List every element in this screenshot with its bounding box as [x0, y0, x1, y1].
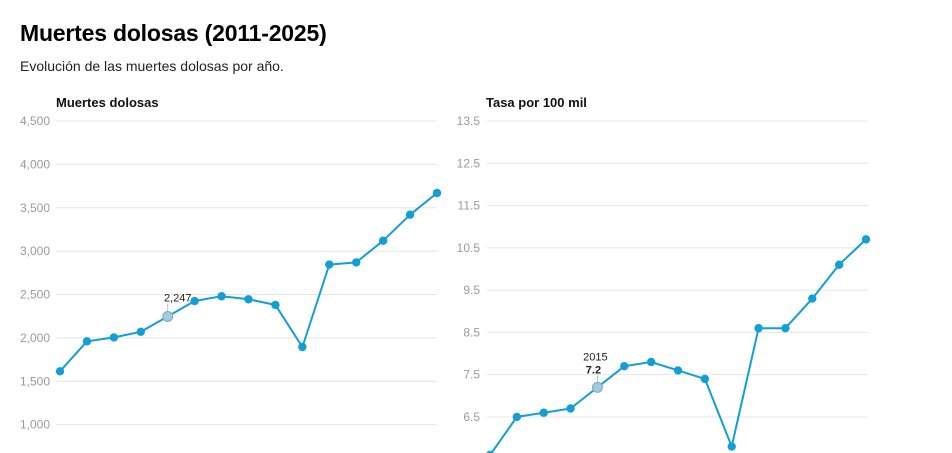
data-point	[700, 374, 710, 384]
data-point	[352, 258, 361, 267]
y-tick-label: 2,000	[20, 331, 50, 345]
data-point	[136, 327, 145, 337]
data-point	[834, 260, 844, 269]
y-tick-label: 1,500	[20, 374, 50, 388]
data-point	[566, 404, 575, 413]
y-tick-label: 2,500	[20, 288, 50, 302]
series-line	[59, 192, 438, 372]
data-point-highlight	[591, 381, 603, 393]
y-tick-label: 13.5	[457, 114, 481, 128]
data-point	[190, 296, 199, 306]
y-tick-label: 10.5	[457, 241, 481, 255]
annotation-value: 7.2	[586, 364, 601, 376]
y-axis-label: Muertes dolosas	[56, 95, 159, 110]
data-point	[378, 236, 388, 245]
y-tick-label: 6.5	[463, 410, 480, 424]
data-point	[486, 450, 494, 453]
chart-title: Muertes dolosas (2011-2025)	[20, 20, 327, 46]
data-point	[646, 357, 656, 367]
y-tick-label: 3,500	[20, 201, 50, 215]
data-point	[405, 210, 415, 219]
annotation-label: 2,247	[164, 292, 192, 304]
data-point	[82, 337, 92, 346]
data-point	[512, 412, 522, 422]
data-point	[539, 408, 548, 417]
y-tick-label: 1,000	[20, 418, 50, 432]
series-line	[490, 238, 867, 453]
y-tick-label: 9.5	[463, 283, 480, 297]
y-axis-label: Tasa por 100 mil	[486, 95, 587, 110]
chart-panel-2: Tasa por 100 mil 6.5 7.5 8.5 9.5 10.5 11.5 12.5…	[457, 95, 871, 453]
data-point	[781, 323, 790, 333]
y-tick-label: 3,000	[20, 244, 50, 258]
data-point	[271, 300, 280, 310]
y-tick-label: 8.5	[463, 325, 480, 339]
data-point	[55, 367, 65, 376]
data-point	[754, 323, 763, 333]
data-point	[217, 292, 226, 301]
data-point	[727, 442, 736, 451]
data-point	[861, 235, 871, 244]
data-point	[325, 260, 334, 269]
y-tick-label: 4,000	[20, 157, 50, 171]
data-point	[432, 188, 442, 198]
data-point	[620, 362, 629, 371]
annotation-year: 2015	[583, 351, 607, 363]
data-point	[109, 333, 119, 342]
y-tick-label: 11.5	[458, 199, 481, 213]
data-point	[808, 294, 817, 303]
data-point	[244, 295, 253, 304]
data-point	[673, 366, 683, 375]
chart-panel-1: Muertes dolosas 1,000 1,500 2,000 2,500 3,000…	[20, 95, 442, 432]
data-point	[298, 342, 307, 352]
data-point-highlight	[162, 310, 174, 322]
y-tick-label: 7.5	[463, 368, 480, 382]
chart-subtitle: Evolución de las muertes dolosas por año…	[20, 58, 284, 74]
y-tick-label: 4,500	[20, 114, 50, 128]
y-tick-label: 12.5	[457, 156, 481, 170]
